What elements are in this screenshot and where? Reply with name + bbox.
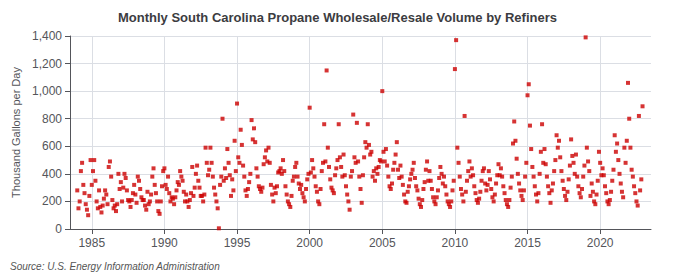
svg-text:1995: 1995: [224, 236, 251, 250]
svg-text:2010: 2010: [442, 236, 469, 250]
svg-text:Monthly South Carolina Propane: Monthly South Carolina Propane Wholesale…: [118, 10, 557, 25]
svg-text:800: 800: [42, 112, 62, 126]
svg-text:2015: 2015: [514, 236, 541, 250]
svg-text:1,000: 1,000: [32, 84, 62, 98]
svg-text:400: 400: [42, 167, 62, 181]
svg-text:2000: 2000: [296, 236, 323, 250]
svg-text:0: 0: [55, 222, 62, 236]
svg-text:200: 200: [42, 194, 62, 208]
svg-text:1,200: 1,200: [32, 57, 62, 71]
svg-text:Thousand Gallons per Day: Thousand Gallons per Day: [10, 67, 22, 198]
svg-text:Source: U.S. Energy Informatio: Source: U.S. Energy Information Administ…: [10, 261, 220, 272]
svg-text:1,400: 1,400: [32, 29, 62, 43]
svg-text:1985: 1985: [78, 236, 105, 250]
svg-text:1990: 1990: [151, 236, 178, 250]
svg-text:2005: 2005: [369, 236, 396, 250]
svg-text:2020: 2020: [587, 236, 614, 250]
svg-text:600: 600: [42, 139, 62, 153]
